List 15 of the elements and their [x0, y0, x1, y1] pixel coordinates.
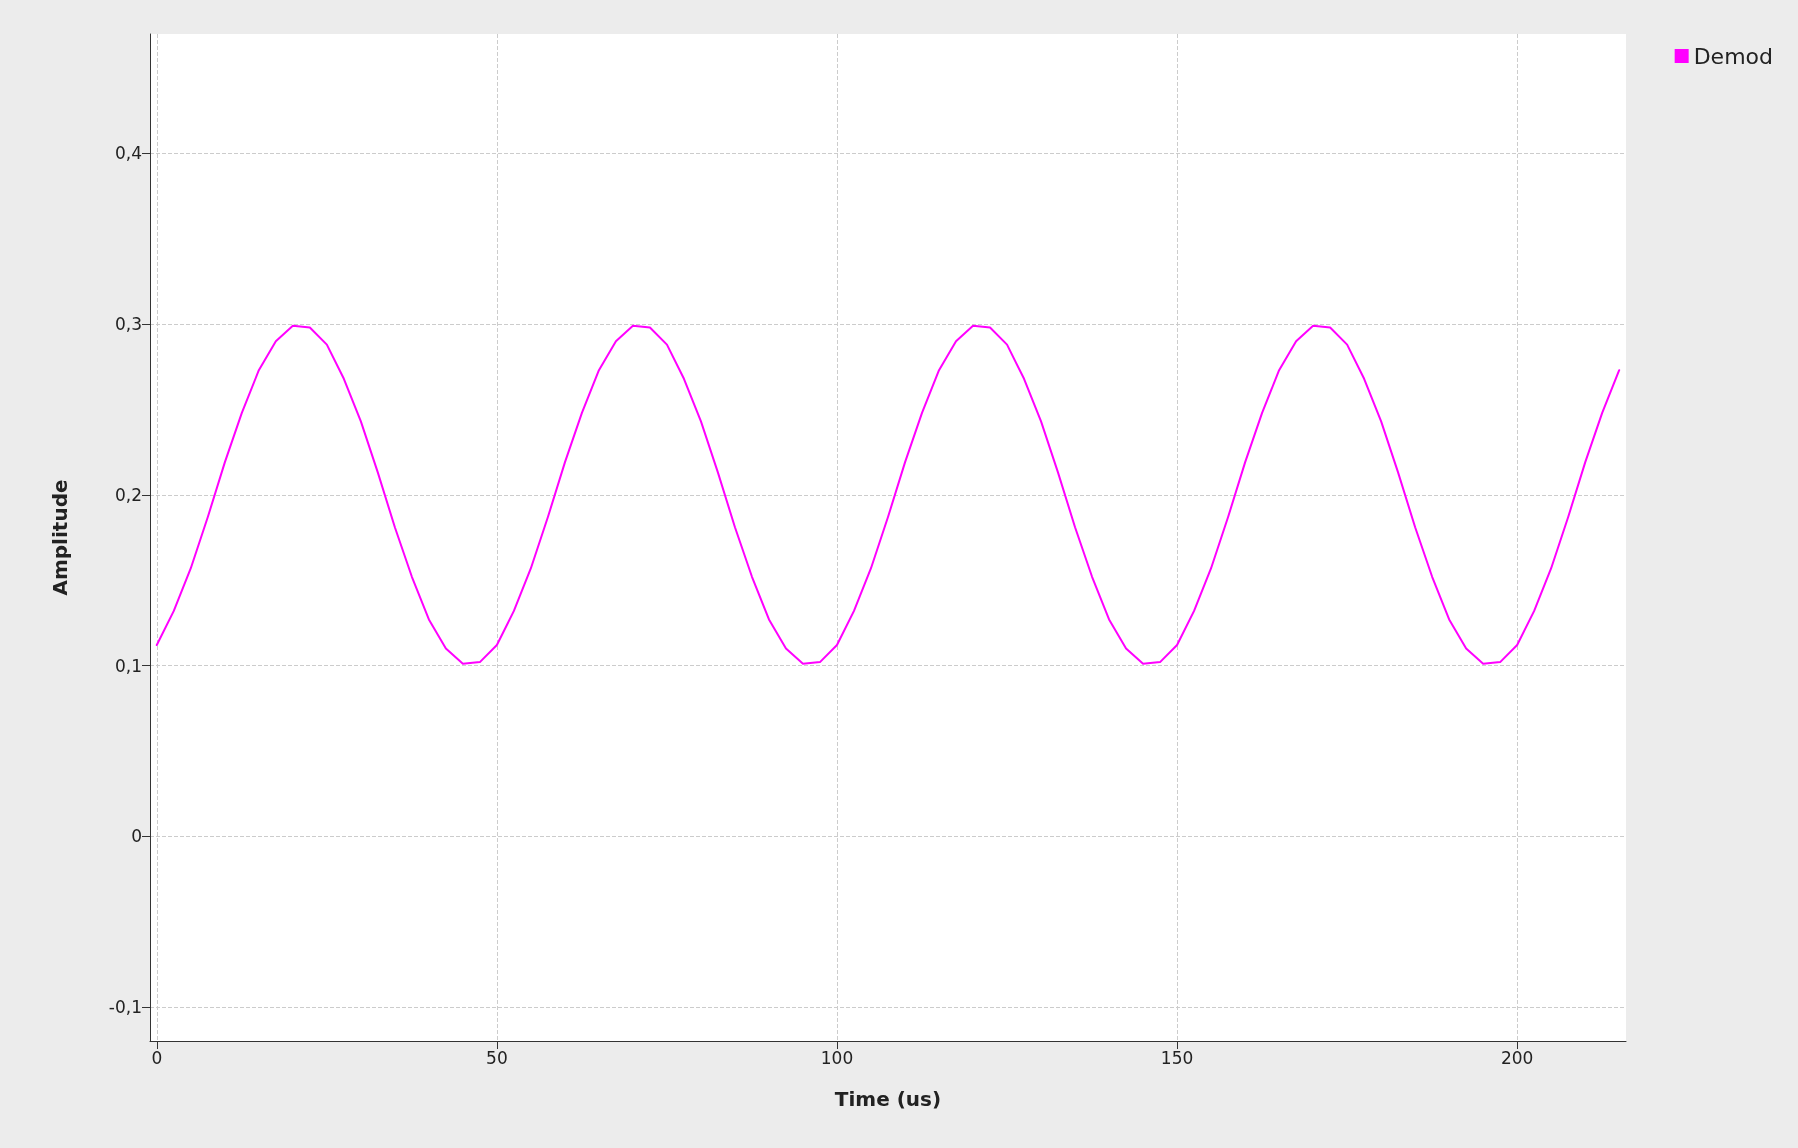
y-tick-label: 0,4	[114, 143, 142, 164]
legend-label: Demod	[1693, 43, 1774, 69]
y-tick-label: 0,1	[114, 655, 142, 676]
x-tick-label: 50	[486, 1047, 508, 1068]
x-axis-title: Time (us)	[834, 1087, 942, 1111]
y-axis-title: Amplitude	[48, 479, 72, 596]
x-tick-label: 200	[1500, 1047, 1534, 1068]
y-tick-label: 0,2	[114, 484, 142, 505]
line-series	[155, 324, 1621, 665]
y-tick-label: 0	[131, 826, 142, 847]
x-tick-label: 100	[820, 1047, 854, 1068]
y-tick-label: 0,3	[114, 314, 142, 335]
y-tick-label: -0,1	[108, 996, 142, 1017]
x-tick-label: 0	[151, 1047, 163, 1068]
x-tick-label: 150	[1160, 1047, 1194, 1068]
